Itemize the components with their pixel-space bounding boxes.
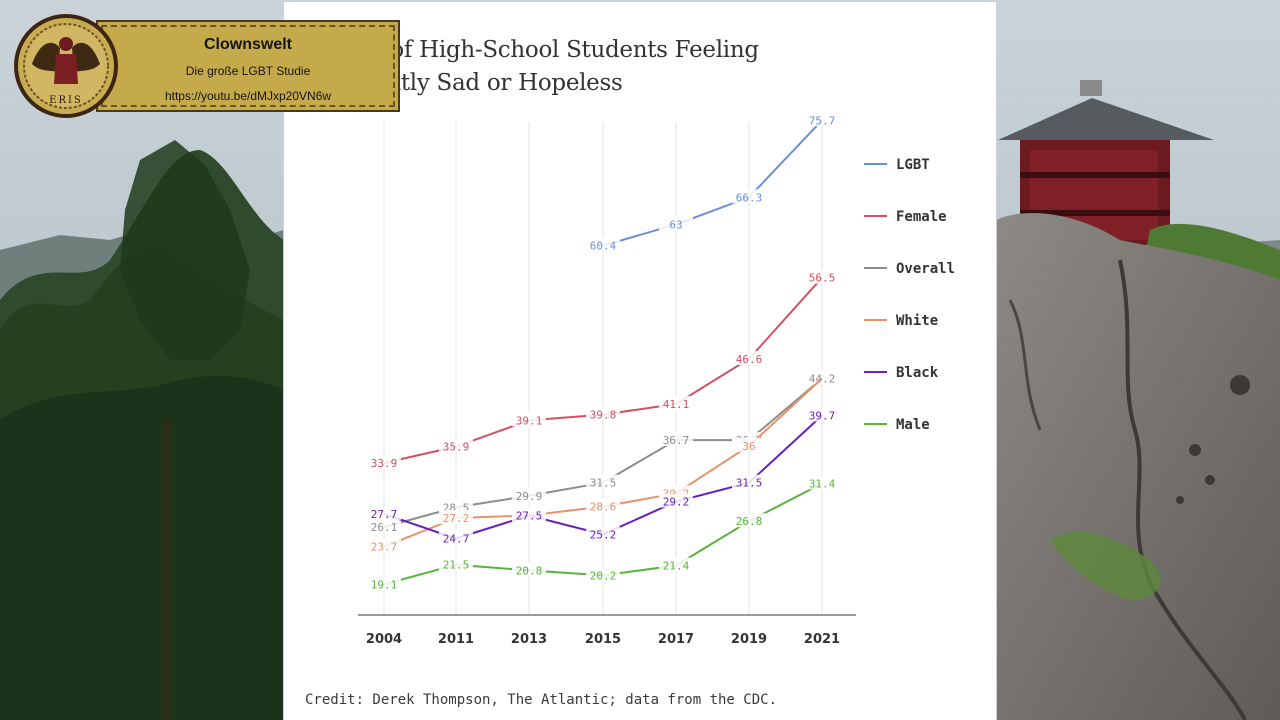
data-label-black: 31.5 [736, 477, 763, 490]
logo-text: ERIS [49, 95, 83, 106]
channel-url[interactable]: https://youtu.be/dMJxp20VN6w [164, 89, 332, 103]
data-label-white: 36 [742, 440, 755, 453]
data-label-bg [805, 370, 839, 385]
data-label-male: 19.1 [371, 578, 398, 591]
legend-label-lgbt: LGBT [896, 157, 930, 173]
data-label-overall: 29.9 [516, 490, 543, 503]
x-tick-label: 2013 [511, 632, 547, 647]
legend-label-white: White [896, 313, 938, 329]
series-line-lgbt [602, 119, 823, 247]
data-label-male: 21.4 [663, 560, 690, 573]
data-label-bg [659, 395, 693, 410]
data-label-bg [439, 530, 473, 545]
chart-title: cent of High-School Students Feeling sis… [334, 37, 759, 96]
data-label-bg [732, 350, 766, 365]
data-label-bg [732, 513, 766, 528]
data-label-bg [439, 438, 473, 453]
channel-subtitle: Die große LGBT Studie [185, 64, 311, 78]
channel-name: Clownswelt [203, 36, 292, 53]
data-label-white: 23.7 [371, 541, 398, 554]
data-label-bg [439, 556, 473, 571]
data-label-bg [805, 269, 839, 284]
legend-label-overall: Overall [896, 261, 955, 277]
x-tick-label: 2015 [585, 632, 621, 647]
x-tick-label: 2011 [438, 632, 474, 647]
channel-logo-icon: ERIS [14, 14, 118, 118]
x-tick-label: 2017 [658, 632, 694, 647]
data-label-bg [586, 237, 620, 252]
data-label-bg [659, 432, 693, 447]
x-tick-label: 2019 [731, 632, 767, 647]
chart-credit: Credit: Derek Thompson, The Atlantic; da… [305, 692, 778, 708]
data-label-female: 39.8 [590, 409, 617, 422]
data-label-bg [732, 474, 766, 489]
data-label-bg [586, 526, 620, 541]
data-label-overall: 31.5 [590, 477, 617, 490]
line-chart: 2004 2011 2013 2015 2017 2019 2021 60.4 63 66.3 75… [358, 112, 955, 647]
data-label-bg [367, 576, 401, 591]
data-label-bg [367, 455, 401, 470]
data-label-female: 35.9 [443, 441, 470, 454]
data-label-black: 25.2 [590, 528, 617, 541]
data-label-male: 26.8 [736, 515, 763, 528]
data-label-bg [805, 407, 839, 422]
data-label-bg [659, 493, 693, 508]
data-label-bg [586, 474, 620, 489]
data-label-bg [367, 505, 401, 520]
x-tick-label: 2021 [804, 632, 840, 647]
data-label-bg [367, 538, 401, 553]
data-label-male: 31.4 [809, 478, 836, 491]
data-label-bg [367, 518, 401, 533]
data-label-bg [732, 189, 766, 204]
data-label-black: 27.7 [371, 508, 398, 521]
chart-card: 2004 2011 2013 2015 2017 2019 2021 60.4 63 66.3 75… [284, 2, 996, 720]
data-label-bg [439, 499, 473, 514]
data-label-female: 39.1 [516, 414, 543, 427]
channel-banner: Clownswelt Die große LGBT Studie https:/… [96, 20, 400, 112]
data-label-bg [732, 437, 766, 452]
data-label-bg [512, 562, 546, 577]
data-label-bg [586, 567, 620, 582]
data-label-male: 21.5 [443, 559, 470, 572]
x-tick-label: 2004 [366, 632, 402, 647]
data-label-bg [659, 216, 693, 231]
data-label-female: 33.9 [371, 457, 398, 470]
data-label-black: 24.7 [443, 532, 470, 545]
data-label-lgbt: 66.3 [736, 191, 763, 204]
data-label-male: 20.2 [590, 569, 617, 582]
legend-label-male: Male [896, 417, 930, 433]
data-label-female: 41.1 [663, 398, 690, 411]
data-label-bg [439, 509, 473, 524]
data-label-bg [805, 112, 839, 127]
data-label-male: 20.8 [516, 564, 543, 577]
data-label-female: 56.5 [809, 272, 836, 285]
legend-label-black: Black [896, 365, 939, 381]
data-label-black: 27.5 [516, 510, 543, 523]
data-label-lgbt: 75.7 [809, 114, 836, 127]
data-label-overall: 26.1 [371, 521, 398, 534]
data-label-black: 39.7 [809, 409, 836, 422]
data-label-female: 46.6 [736, 353, 763, 366]
data-label-overall: 36.7 [663, 434, 690, 447]
data-label-black: 29.2 [663, 496, 690, 509]
data-label-bg [659, 557, 693, 572]
data-label-lgbt: 63 [669, 218, 682, 231]
data-label-bg [512, 487, 546, 502]
data-label-bg [805, 475, 839, 490]
data-label-white: 27.2 [443, 512, 470, 525]
data-label-bg [512, 507, 546, 522]
legend-label-female: Female [896, 209, 947, 225]
data-label-bg [512, 412, 546, 427]
data-label-white: 28.6 [590, 500, 617, 513]
data-label-bg [586, 406, 620, 421]
data-label-lgbt: 60.4 [590, 240, 617, 253]
data-label-bg [586, 498, 620, 513]
